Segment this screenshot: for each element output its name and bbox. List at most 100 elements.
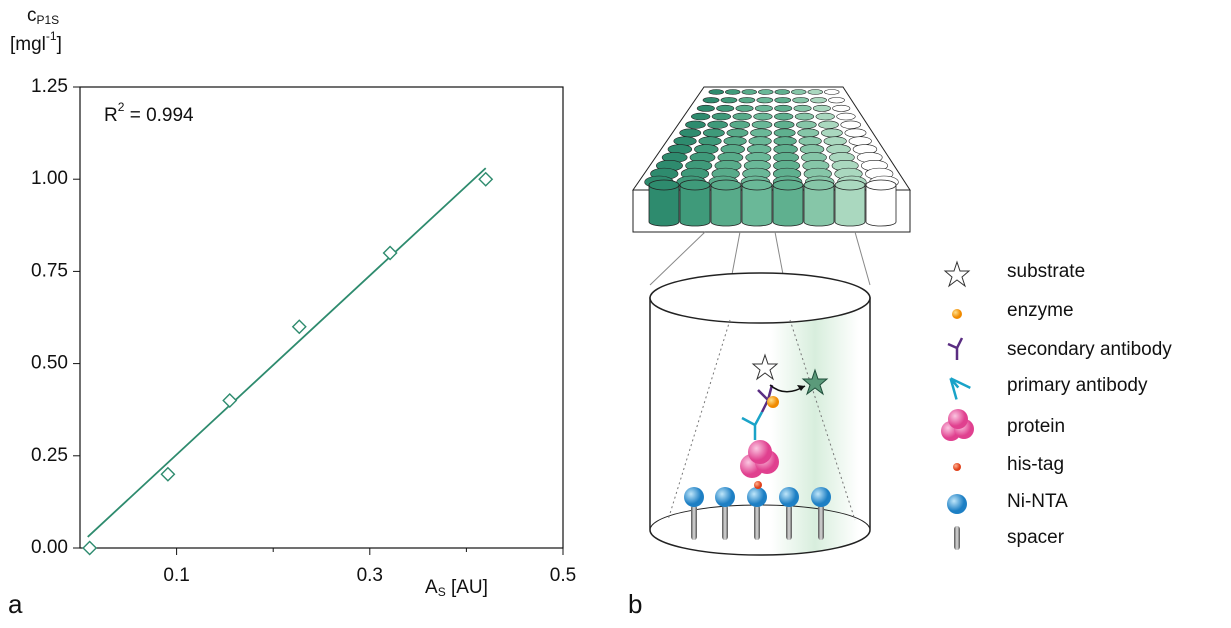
plate-part [752, 121, 772, 129]
plate-part [716, 105, 733, 111]
plate-part [730, 121, 750, 129]
legend-label: enzyme [1007, 300, 1074, 321]
plate-part [808, 90, 823, 95]
plate-part [775, 105, 792, 111]
plate-part [804, 180, 834, 190]
plate-part [757, 97, 773, 103]
plate-part [835, 185, 865, 226]
plate-part [709, 90, 724, 95]
plate-part [711, 185, 741, 226]
figure: 0.000.250.500.751.001.250.10.30.5cP1S[mg… [0, 0, 1231, 623]
plate-part [739, 97, 755, 103]
plate-part [697, 105, 714, 111]
y-axis-label-part: P1S [37, 13, 60, 27]
plate-part [742, 185, 772, 226]
plate-part [736, 105, 753, 111]
plate-part [774, 129, 795, 137]
legend-label: spacer [1007, 527, 1065, 548]
plate-part [742, 90, 757, 95]
x-tick-label: 0.5 [550, 565, 576, 586]
legend-label: secondary antibody [1007, 339, 1172, 360]
data-point [384, 246, 397, 259]
plate-part [721, 97, 737, 103]
plate-part [841, 121, 861, 129]
legend-label: protein [1007, 416, 1065, 437]
plate-part [775, 97, 791, 103]
zoom-line [855, 232, 870, 285]
plate-part [773, 185, 803, 226]
data-point [161, 468, 174, 481]
x-axis-label-part: A [425, 577, 438, 598]
plate-part [680, 180, 710, 190]
plate-part [866, 185, 896, 226]
plate-part [833, 105, 850, 111]
plate-part [828, 97, 844, 103]
fit-line [88, 168, 486, 537]
y-axis-unit-part: -1 [46, 29, 57, 43]
plate-part [742, 180, 772, 190]
plate-part [824, 137, 847, 146]
plate-part [708, 121, 728, 129]
plate-part [754, 113, 773, 120]
plate-part [674, 137, 697, 146]
data-point [83, 542, 96, 555]
plate-part [680, 185, 710, 226]
plate-part [649, 180, 679, 190]
legend-icons [941, 262, 974, 550]
plate-part [849, 137, 872, 146]
plate-part [795, 113, 814, 120]
y-tick-label: 0.50 [31, 353, 68, 374]
plate-part [649, 185, 679, 226]
plate-part [749, 137, 772, 146]
plate-part [774, 113, 793, 120]
legend-label: Ni-NTA [1007, 491, 1068, 512]
plate-part [791, 90, 806, 95]
plate-part [794, 105, 811, 111]
plate-part [837, 113, 856, 120]
data-point [223, 394, 236, 407]
plate-part [711, 180, 741, 190]
plate-part [733, 113, 752, 120]
plate-part [798, 129, 819, 137]
plate-part [773, 180, 803, 190]
annotation: R2 = 0.994 [104, 100, 194, 126]
plate-part [712, 113, 731, 120]
plate-part [813, 105, 830, 111]
x-tick-label: 0.1 [163, 565, 189, 586]
well-zoom [650, 232, 870, 555]
annotation-part: = 0.994 [124, 105, 194, 126]
y-axis-label-part: c [27, 5, 37, 26]
plate-part [835, 180, 865, 190]
x-axis-label-part: S [438, 585, 446, 599]
plate-part [774, 137, 797, 146]
plate-part [691, 113, 710, 120]
plate-part [804, 185, 834, 226]
plate-part [775, 90, 790, 95]
y-axis-unit: [mgl-1] [10, 29, 62, 55]
plate-part [819, 121, 839, 129]
y-axis-label: cP1S [27, 5, 59, 27]
microplate [633, 87, 910, 232]
plate-part [793, 97, 809, 103]
plate-part [799, 137, 822, 146]
plate-part [725, 90, 740, 95]
panel-label: a [8, 589, 23, 619]
y-tick-label: 0.75 [31, 260, 68, 281]
plot-frame [80, 87, 563, 548]
plate-part [774, 121, 794, 129]
plate-part [866, 180, 896, 190]
plate-part [727, 129, 748, 137]
plate-part [755, 105, 772, 111]
annotation-part: R [104, 105, 118, 126]
data-point [293, 320, 306, 333]
plate-part [796, 121, 816, 129]
plate-part [750, 129, 771, 137]
data-point [479, 173, 492, 186]
plate-part [703, 129, 724, 137]
legend-label: primary antibody [1007, 375, 1148, 396]
legend-label: his-tag [1007, 454, 1064, 475]
y-tick-label: 1.00 [31, 168, 68, 189]
plate-part [724, 137, 747, 146]
his-tag [754, 481, 762, 489]
plate-part [821, 129, 842, 137]
